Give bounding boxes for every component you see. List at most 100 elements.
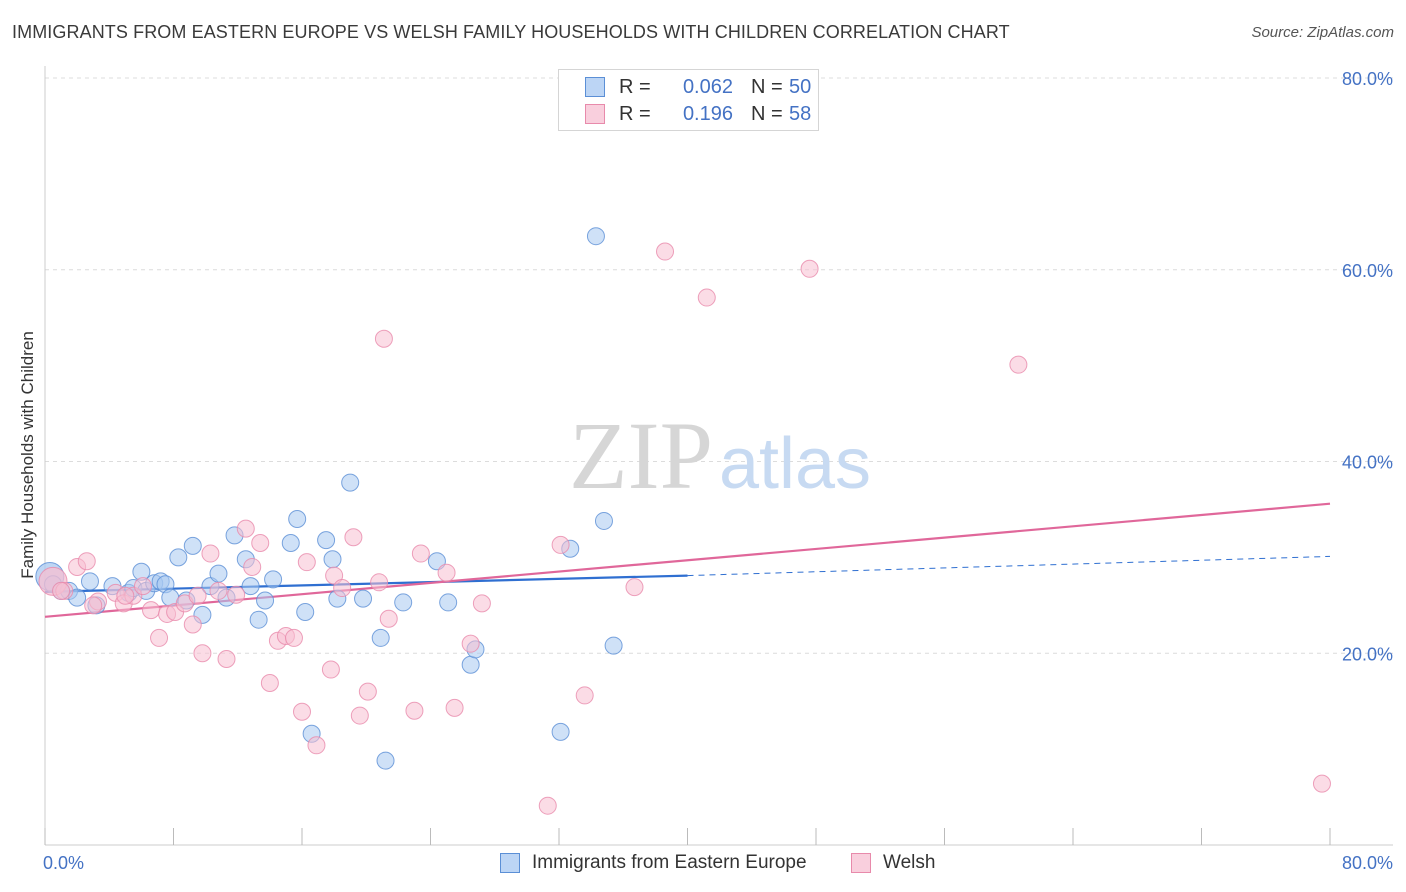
data-point <box>1312 774 1331 793</box>
series-legend: Immigrants from Eastern Europe Welsh <box>0 852 1406 878</box>
data-point <box>169 548 188 567</box>
data-point <box>371 628 390 647</box>
data-point <box>249 610 268 629</box>
legend-r-label: R = <box>619 75 651 98</box>
y-tick-label: 60.0% <box>1342 261 1393 281</box>
data-point <box>241 577 260 596</box>
data-point <box>296 603 315 622</box>
data-point <box>281 533 300 552</box>
data-point <box>370 573 389 592</box>
data-point <box>394 593 413 612</box>
data-point <box>374 329 393 348</box>
correlation-legend: R = 0.062 N = 50 R = 0.196 N = 58 <box>558 69 819 131</box>
data-point <box>307 736 326 755</box>
data-point <box>323 550 342 569</box>
data-point <box>297 553 316 572</box>
data-point <box>439 593 458 612</box>
data-point <box>142 601 161 620</box>
watermark-zip: ZIP <box>569 402 713 509</box>
data-point <box>209 564 228 583</box>
data-point <box>575 686 594 705</box>
data-point <box>52 581 71 600</box>
data-point <box>405 701 424 720</box>
watermark-atlas: atlas <box>719 424 871 504</box>
data-point <box>376 751 395 770</box>
data-point <box>236 519 255 538</box>
data-point <box>321 660 340 679</box>
legend-swatch-pink <box>851 853 871 873</box>
data-point <box>656 242 675 261</box>
data-point <box>209 581 228 600</box>
legend-r-label: R = <box>619 102 651 125</box>
legend-n-label: N = <box>751 75 783 98</box>
data-point <box>354 589 373 608</box>
legend-r-value: 0.196 <box>682 102 733 125</box>
watermark: ZIPatlas <box>569 402 871 509</box>
data-point <box>333 579 352 598</box>
data-point <box>201 544 220 563</box>
chart-title: IMMIGRANTS FROM EASTERN EUROPE VS WELSH … <box>12 22 1010 42</box>
data-point <box>77 552 96 571</box>
data-point <box>551 722 570 741</box>
data-point <box>183 615 202 634</box>
data-point <box>445 698 464 717</box>
legend-swatch-pink <box>585 104 605 124</box>
data-point <box>437 563 456 582</box>
data-point <box>411 544 430 563</box>
data-point <box>1009 355 1028 374</box>
legend-label-eastern-europe: Immigrants from Eastern Europe <box>532 852 807 873</box>
data-points <box>35 227 1331 815</box>
gridlines <box>45 77 1393 654</box>
legend-row-welsh: R = 0.196 N = 58 <box>585 102 811 126</box>
data-point <box>594 511 613 530</box>
data-point <box>538 796 557 815</box>
legend-n-label: N = <box>751 102 783 125</box>
data-point <box>193 644 212 663</box>
legend-n-value: 58 <box>789 102 812 125</box>
data-point <box>697 288 716 307</box>
data-point <box>379 609 398 628</box>
legend-r-value: 0.062 <box>682 75 733 98</box>
y-tick-label: 40.0% <box>1342 453 1393 473</box>
data-point <box>188 586 207 605</box>
legend-item-eastern-europe: Immigrants from Eastern Europe <box>500 852 807 874</box>
data-point <box>461 655 480 674</box>
data-point <box>427 552 446 571</box>
data-point <box>133 577 152 596</box>
data-point <box>264 570 283 589</box>
data-point <box>227 585 246 604</box>
legend-row-eastern-europe: R = 0.062 N = 50 <box>585 75 811 99</box>
y-tick-label: 80.0% <box>1342 69 1393 89</box>
series-welsh <box>38 242 1331 815</box>
data-point <box>317 531 336 550</box>
trend-line-extension <box>687 555 1331 577</box>
legend-swatch-blue <box>585 77 605 97</box>
data-point <box>344 528 363 547</box>
series-eastern-europe <box>35 227 623 770</box>
data-point <box>84 596 103 615</box>
data-point <box>625 578 644 597</box>
data-point <box>251 533 270 552</box>
data-point <box>116 586 135 605</box>
data-point <box>150 628 169 647</box>
x-tick-label: 80.0% <box>1342 853 1393 873</box>
legend-n-value: 50 <box>789 75 812 98</box>
data-point <box>80 572 99 591</box>
data-point <box>604 636 623 655</box>
data-point <box>217 650 236 669</box>
data-point <box>256 591 275 610</box>
data-point <box>551 535 570 554</box>
source-label: Source: ZipAtlas.com <box>1251 24 1394 41</box>
data-point <box>284 628 303 647</box>
data-point <box>800 259 819 278</box>
data-point <box>288 510 307 529</box>
data-point <box>183 536 202 555</box>
data-point <box>341 473 360 492</box>
data-point <box>461 634 480 653</box>
tick-labels: 20.0% 40.0% 60.0% 80.0% 0.0% 80.0% <box>43 69 1393 873</box>
data-point <box>243 557 262 576</box>
data-point <box>350 706 369 725</box>
data-point <box>586 227 605 246</box>
x-tick-label: 0.0% <box>43 853 84 873</box>
